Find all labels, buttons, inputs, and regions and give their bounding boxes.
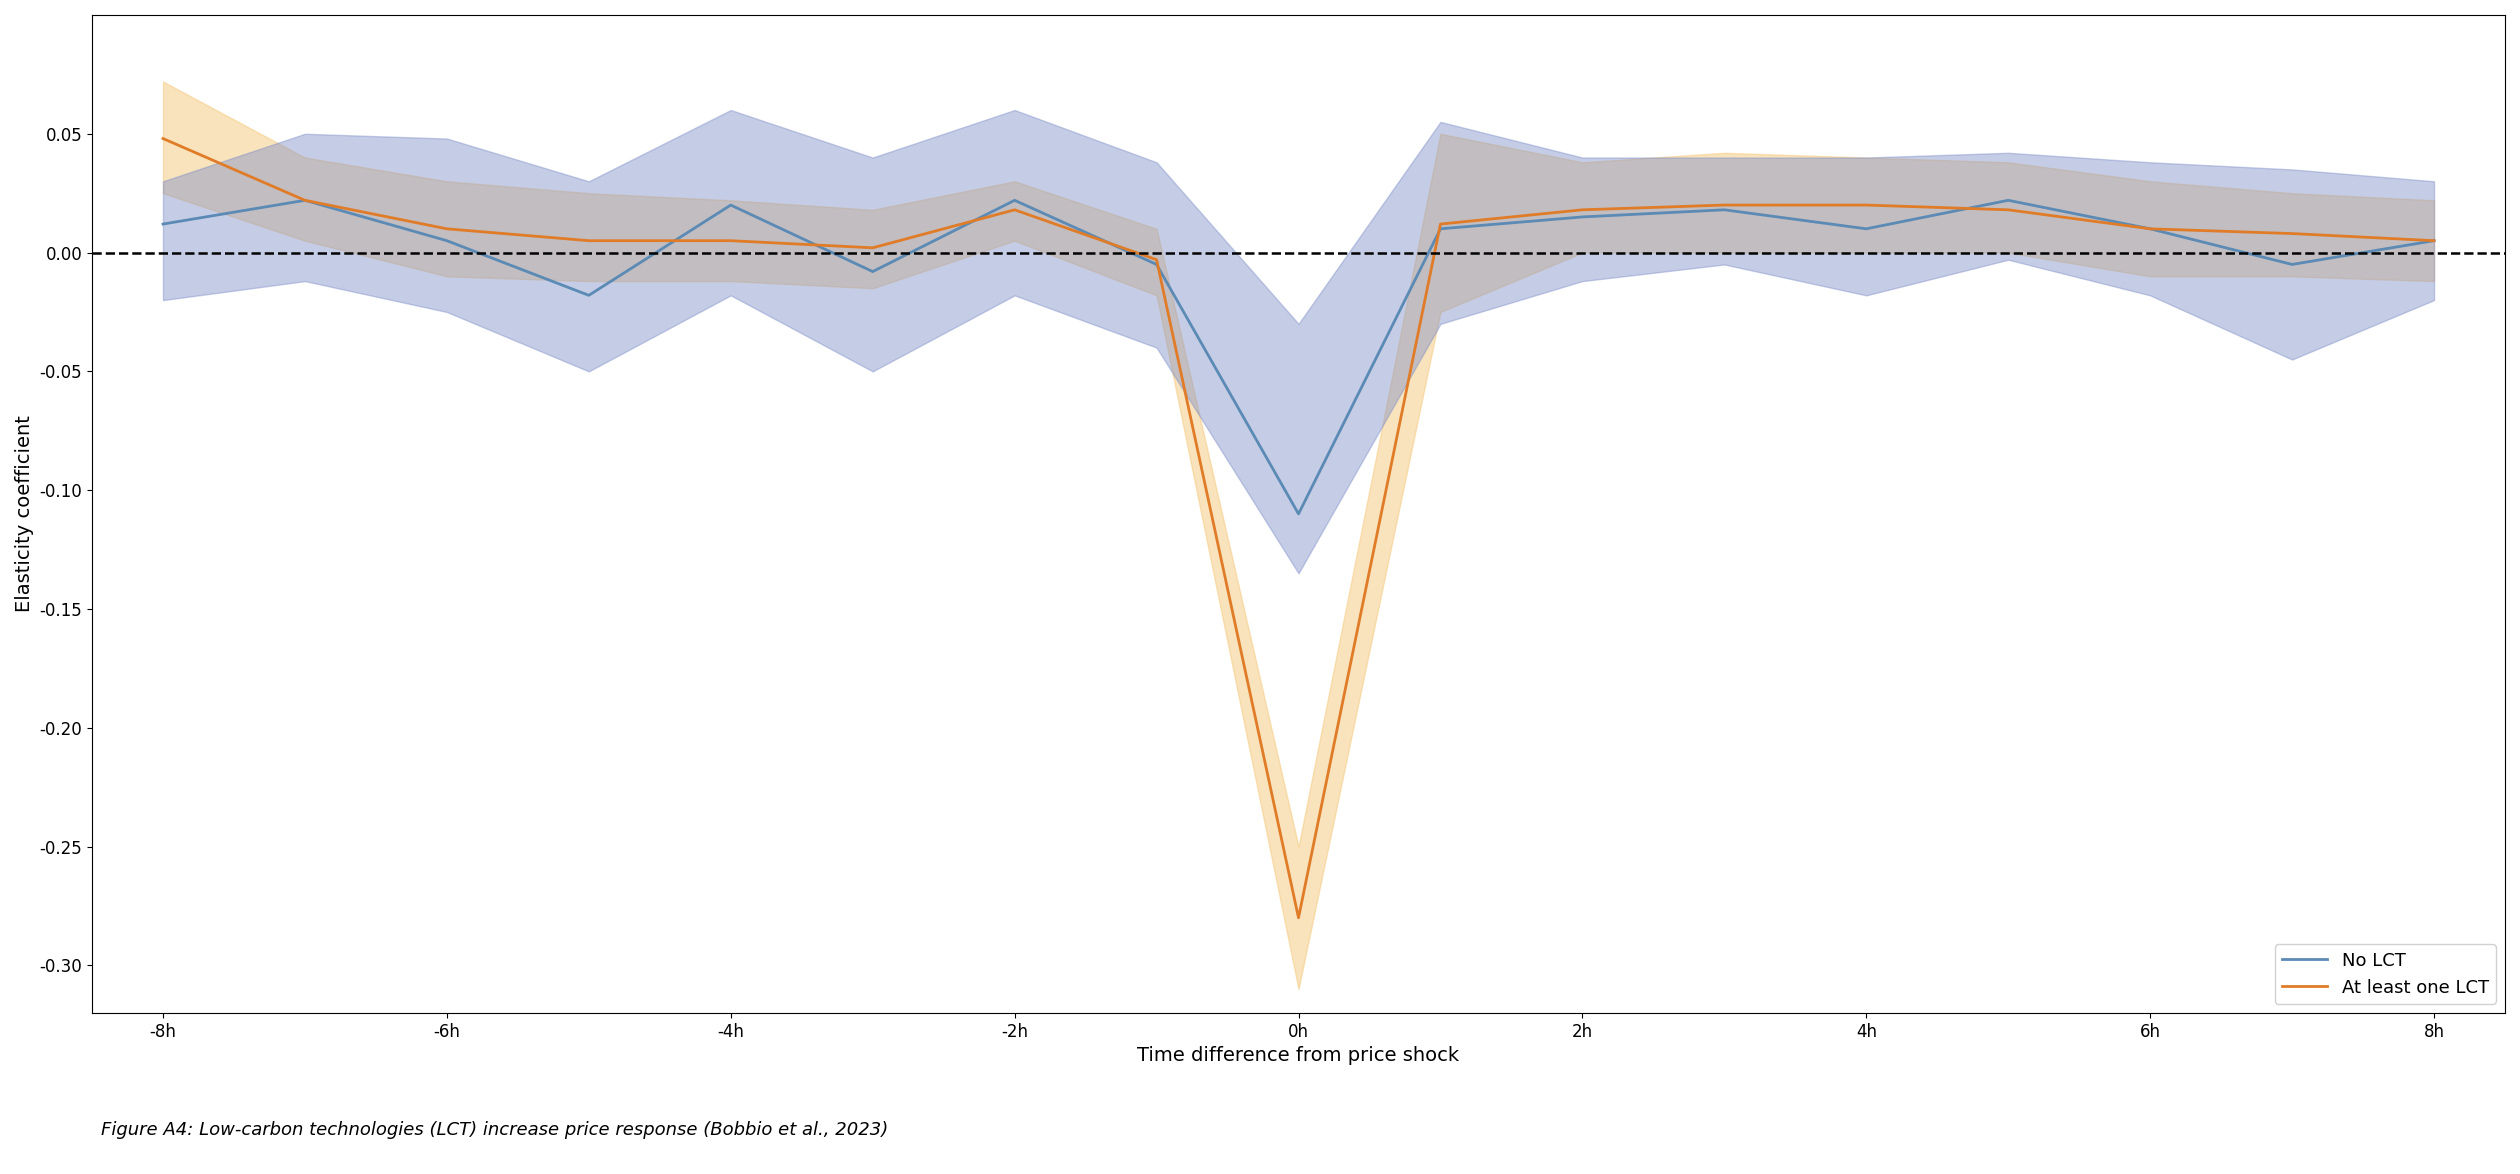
No LCT (857, 264, 887, 278)
Text: Figure A4: Low-carbon technologies (LCT) increase price response (Bobbio et al.,: Figure A4: Low-carbon technologies (LCT)… (101, 1121, 887, 1139)
No LCT (431, 234, 461, 248)
No LCT (575, 289, 605, 303)
No LCT (1709, 203, 1739, 217)
At least one LCT (2134, 222, 2165, 236)
No LCT (1283, 507, 1313, 521)
At least one LCT (1709, 198, 1739, 212)
No LCT (1993, 194, 2024, 208)
No LCT (1852, 222, 1882, 236)
Line: At least one LCT: At least one LCT (164, 139, 2434, 918)
At least one LCT (1567, 203, 1598, 217)
No LCT (2134, 222, 2165, 236)
At least one LCT (431, 222, 461, 236)
No LCT (1567, 210, 1598, 224)
At least one LCT (1852, 198, 1882, 212)
No LCT (716, 198, 746, 212)
Y-axis label: Elasticity coefficient: Elasticity coefficient (15, 416, 33, 613)
No LCT (1426, 222, 1457, 236)
At least one LCT (2419, 234, 2449, 248)
Line: No LCT: No LCT (164, 201, 2434, 514)
No LCT (2278, 257, 2308, 271)
At least one LCT (1993, 203, 2024, 217)
At least one LCT (857, 241, 887, 255)
At least one LCT (2278, 227, 2308, 241)
At least one LCT (575, 234, 605, 248)
No LCT (290, 194, 320, 208)
No LCT (1000, 194, 1031, 208)
At least one LCT (716, 234, 746, 248)
At least one LCT (1426, 217, 1457, 231)
At least one LCT (290, 194, 320, 208)
No LCT (149, 217, 179, 231)
At least one LCT (1283, 911, 1313, 925)
At least one LCT (1000, 203, 1031, 217)
X-axis label: Time difference from price shock: Time difference from price shock (1137, 1046, 1459, 1065)
At least one LCT (149, 131, 179, 146)
Legend: No LCT, At least one LCT: No LCT, At least one LCT (2276, 944, 2495, 1004)
No LCT (1142, 257, 1172, 271)
At least one LCT (1142, 252, 1172, 266)
No LCT (2419, 234, 2449, 248)
